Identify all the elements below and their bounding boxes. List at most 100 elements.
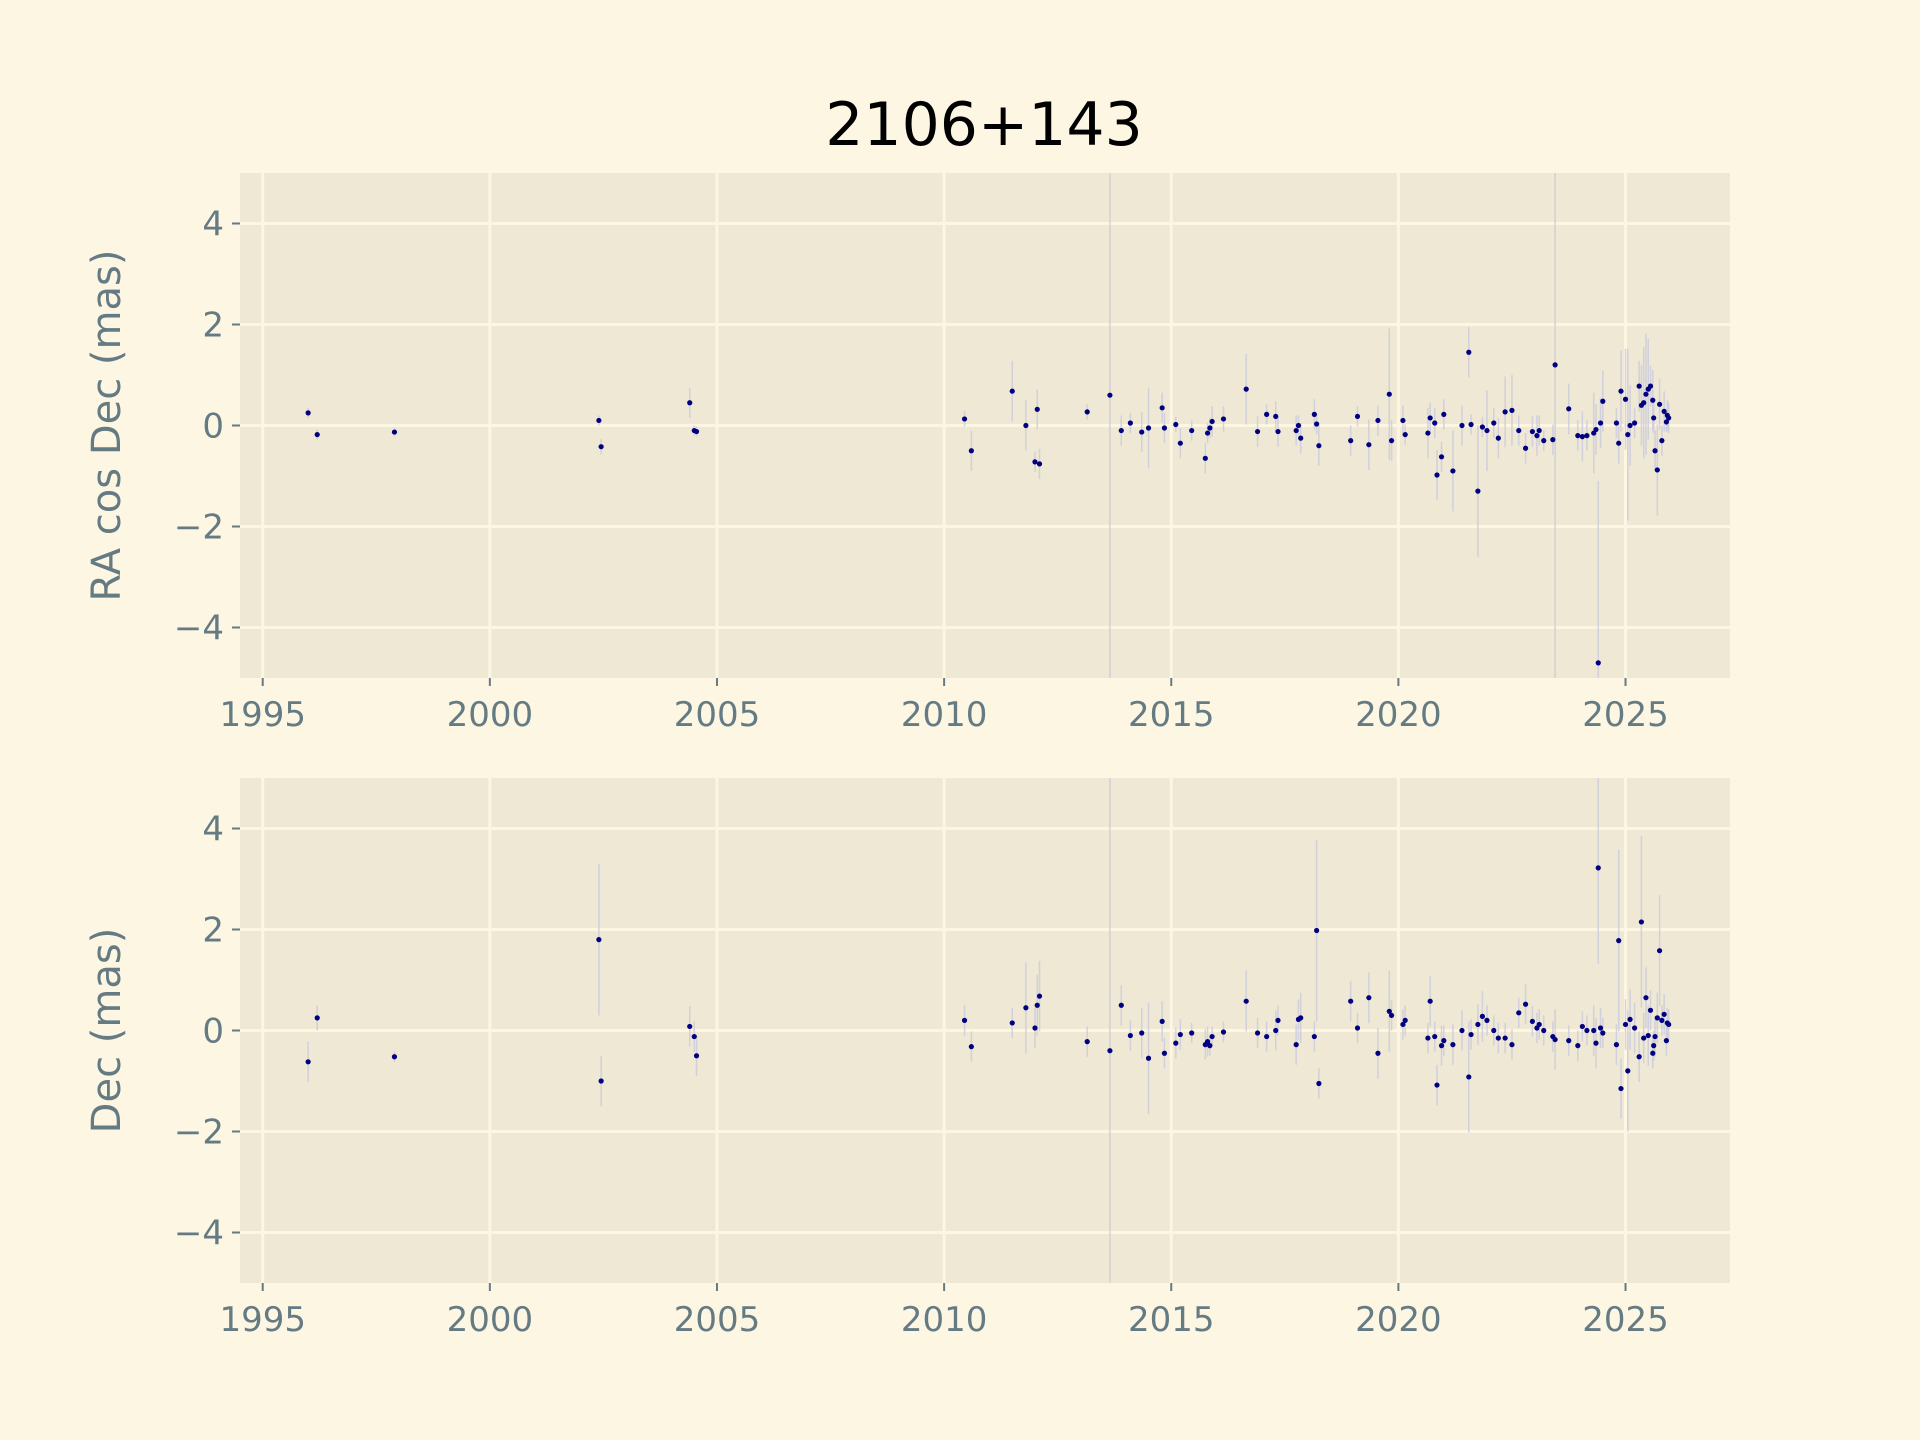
data-point (1459, 422, 1465, 429)
data-point (1127, 1032, 1133, 1039)
data-point (1084, 1039, 1090, 1045)
data-point (1375, 1050, 1381, 1056)
data-point (1388, 438, 1395, 444)
data-point (1651, 1043, 1657, 1049)
data-point (1566, 1038, 1572, 1044)
x-tick-label: 2015 (1128, 1300, 1215, 1340)
data-point (314, 431, 320, 438)
data-point (1591, 1027, 1597, 1034)
data-point (1009, 388, 1015, 394)
y-tick-label: 0 (202, 1012, 224, 1052)
x-tick-label: 2015 (1128, 695, 1215, 735)
data-point (1616, 938, 1622, 944)
data-point (1647, 1007, 1654, 1013)
data-point (1173, 421, 1179, 428)
x-tick-label: 2000 (447, 1300, 534, 1340)
x-tick-label: 2005 (674, 695, 761, 735)
x-tick-label: 2025 (1582, 695, 1669, 735)
data-point (1625, 431, 1631, 438)
data-point (1354, 413, 1361, 420)
data-point (1600, 398, 1606, 404)
y-tick-label: −2 (174, 508, 224, 548)
data-point (1622, 396, 1629, 402)
data-point (968, 448, 974, 454)
data-point (1652, 448, 1658, 454)
y-tick-label: 2 (202, 306, 224, 346)
data-point (598, 444, 604, 450)
data-point (1118, 1002, 1124, 1008)
data-point (1209, 1033, 1215, 1040)
y-tick-label: 0 (202, 407, 224, 447)
data-point (1516, 427, 1522, 434)
data-point (1204, 1039, 1211, 1045)
data-point (1495, 435, 1501, 441)
data-point (1536, 427, 1542, 434)
y-tick-label: 2 (202, 911, 224, 951)
data-point (687, 1023, 693, 1030)
data-point (1204, 430, 1211, 436)
y-tick-label: −4 (174, 1214, 224, 1254)
data-point (1023, 422, 1029, 429)
data-point (1529, 428, 1535, 435)
data-point (1434, 472, 1440, 478)
data-point (1552, 1036, 1558, 1043)
data-point (1541, 1027, 1547, 1034)
data-point (1645, 1032, 1651, 1039)
data-point (1529, 1018, 1535, 1025)
data-point (1293, 1042, 1299, 1048)
data-point (1118, 427, 1124, 434)
data-point (1636, 383, 1642, 389)
data-point (1566, 406, 1572, 412)
data-point (1575, 1043, 1581, 1049)
data-point (1541, 438, 1547, 444)
data-point (1023, 1005, 1029, 1011)
data-point (1552, 362, 1558, 368)
data-point (1127, 420, 1133, 426)
data-point (1139, 1030, 1145, 1036)
data-point (1484, 1017, 1490, 1024)
data-point (1207, 425, 1213, 431)
dec-ticks: 1995 2000 2005 2010 2015 2020 2025 −4 −2 0 2 4 (174, 810, 1669, 1341)
data-point (687, 400, 693, 406)
data-point (968, 1044, 974, 1050)
data-point (1627, 1016, 1633, 1022)
data-point (1034, 1002, 1040, 1008)
data-point (1209, 418, 1215, 425)
data-point (1366, 442, 1372, 448)
data-point (1254, 1030, 1261, 1036)
data-point (1495, 1035, 1501, 1041)
data-point (1491, 420, 1497, 426)
data-point (1386, 1008, 1392, 1014)
data-point (1613, 420, 1620, 426)
ra-ticks: 1995 2000 2005 2010 2015 2020 2025 −4 −2 0 2 4 (174, 205, 1669, 736)
data-point (314, 1015, 320, 1021)
data-point (1316, 443, 1322, 449)
data-point (1579, 1023, 1585, 1030)
data-point (1311, 1033, 1317, 1040)
data-point (1441, 1038, 1447, 1044)
data-point (1273, 1027, 1279, 1034)
x-tick-label: 1995 (219, 695, 306, 735)
data-point (1275, 1017, 1281, 1024)
data-point (1550, 437, 1556, 443)
data-point (1652, 1033, 1658, 1040)
data-point (1425, 430, 1431, 436)
data-point (1438, 1043, 1445, 1049)
data-point (1032, 459, 1038, 465)
data-point (1450, 1042, 1456, 1048)
data-point (1622, 1021, 1629, 1028)
data-point (1273, 413, 1279, 420)
y-tick-label: 4 (202, 205, 224, 245)
x-tick-label: 2025 (1582, 1300, 1669, 1340)
data-point (1316, 1080, 1322, 1087)
data-point (1388, 1012, 1395, 1018)
data-point (598, 1078, 604, 1084)
data-point (1402, 1017, 1408, 1024)
data-point (1479, 1013, 1486, 1019)
data-point (1189, 1030, 1195, 1036)
y-tick-label: −4 (174, 609, 224, 649)
data-point (1375, 417, 1381, 424)
data-point (1613, 1042, 1620, 1048)
data-point (1145, 1055, 1152, 1061)
